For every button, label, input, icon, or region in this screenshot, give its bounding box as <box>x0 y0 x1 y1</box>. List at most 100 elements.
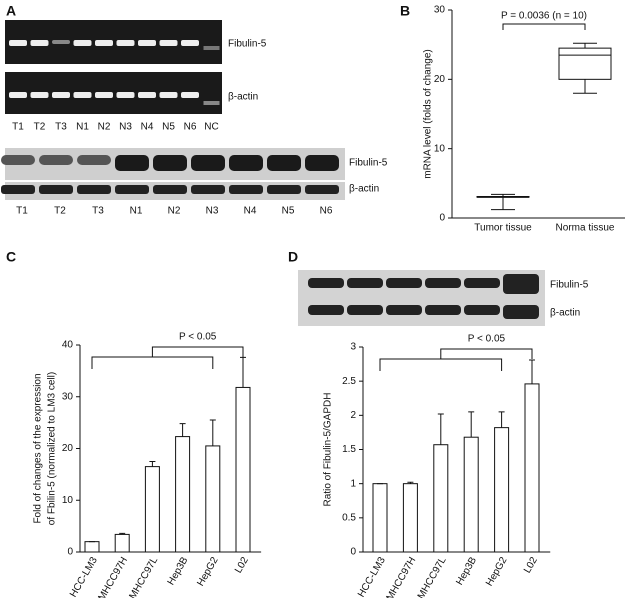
bar <box>372 483 388 553</box>
x-tick-label: L02 <box>522 555 540 575</box>
band <box>52 92 70 98</box>
bar <box>402 483 418 553</box>
band-label: Fibulin-5 <box>550 280 589 291</box>
band <box>95 40 113 46</box>
lane-label: NC <box>204 122 218 133</box>
y-tick-label: 30 <box>62 391 74 402</box>
x-tick-label: MHCC97L <box>416 555 449 598</box>
band <box>503 305 539 319</box>
y-tick-label: 2.5 <box>342 376 356 387</box>
band <box>464 305 500 315</box>
error-bar <box>209 419 216 446</box>
band <box>115 185 149 194</box>
band <box>153 155 187 171</box>
band-label: Fibulin-5 <box>349 158 388 169</box>
error-bar <box>407 481 414 484</box>
band <box>159 92 178 98</box>
band <box>425 305 461 315</box>
bracket <box>502 23 586 30</box>
lane-label: N2 <box>168 206 181 217</box>
lane-label: N6 <box>320 206 333 217</box>
y-tick-label: 1 <box>350 478 356 489</box>
band <box>73 40 92 46</box>
band <box>1 185 35 194</box>
band <box>153 185 187 194</box>
x-tick-label: MHCC97L <box>127 555 160 598</box>
band <box>203 46 220 50</box>
y-tick-label: 30 <box>434 5 446 16</box>
y-tick-label: 20 <box>62 443 74 454</box>
band <box>229 155 263 171</box>
lane-label: N3 <box>206 206 219 217</box>
lane-label: T3 <box>55 122 67 133</box>
y-label: Ratio of Fibulin-5/GAPDH <box>323 393 334 507</box>
band <box>229 185 263 194</box>
band <box>191 185 225 194</box>
band <box>267 185 301 194</box>
error-bar <box>529 359 535 384</box>
panel-label: C <box>6 249 16 265</box>
band <box>386 305 422 315</box>
y-label: Fold of changes of the expression <box>33 373 44 523</box>
bar <box>84 541 100 553</box>
band <box>267 155 301 171</box>
band <box>347 278 383 288</box>
x-tick-label: HCC-LM3 <box>356 555 388 598</box>
x-tick-label: L02 <box>233 555 251 575</box>
bar <box>144 466 160 553</box>
x-tick-label: HCC-LM3 <box>68 555 100 598</box>
x-tick-label: HepG2 <box>195 555 221 588</box>
lane-label: N4 <box>244 206 257 217</box>
bar <box>524 383 540 553</box>
band <box>464 278 500 288</box>
band <box>181 92 199 98</box>
band <box>503 274 539 294</box>
y-tick-label: 10 <box>62 495 74 506</box>
y-tick-label: 2 <box>350 410 356 421</box>
box <box>558 47 612 80</box>
lane-label: T1 <box>12 122 24 133</box>
band <box>115 155 149 171</box>
lane-label: T2 <box>54 206 66 217</box>
x-tick-label: HepG2 <box>484 555 510 588</box>
band <box>347 305 383 315</box>
annotation: P < 0.05 <box>468 334 506 345</box>
panel-label: A <box>6 3 16 19</box>
band <box>9 40 27 46</box>
band <box>203 101 220 105</box>
x-tick-label: Norma tissue <box>556 223 615 234</box>
band <box>308 278 344 288</box>
band <box>159 40 178 46</box>
y-tick-label: 40 <box>62 340 74 351</box>
y-tick-label: 10 <box>434 143 446 154</box>
band-label: β-actin <box>550 308 580 319</box>
band <box>95 92 113 98</box>
band <box>9 92 27 98</box>
error-bar <box>119 532 126 535</box>
panel-label: B <box>400 3 410 19</box>
bar <box>494 427 510 553</box>
error-bar <box>149 460 156 467</box>
x-tick-label: Tumor tissue <box>474 223 532 234</box>
band <box>30 92 49 98</box>
band <box>138 92 156 98</box>
lane-label: N4 <box>141 122 154 133</box>
band <box>77 185 111 194</box>
band <box>386 278 422 288</box>
y-tick-label: 0 <box>67 547 73 558</box>
bar <box>175 436 191 553</box>
band <box>77 155 111 165</box>
band <box>116 40 135 46</box>
x-tick-label: MHCC97H <box>96 555 130 598</box>
band-label: Fibulin-5 <box>228 39 267 50</box>
lane-label: N2 <box>98 122 111 133</box>
band <box>191 155 225 171</box>
y-tick-label: 0.5 <box>342 512 356 523</box>
y-label: mRNA level (folds of change) <box>423 49 434 179</box>
band <box>305 185 339 194</box>
band <box>1 155 35 165</box>
lane-label: T1 <box>16 206 28 217</box>
y-tick-label: 0 <box>439 213 445 224</box>
band <box>52 40 70 44</box>
